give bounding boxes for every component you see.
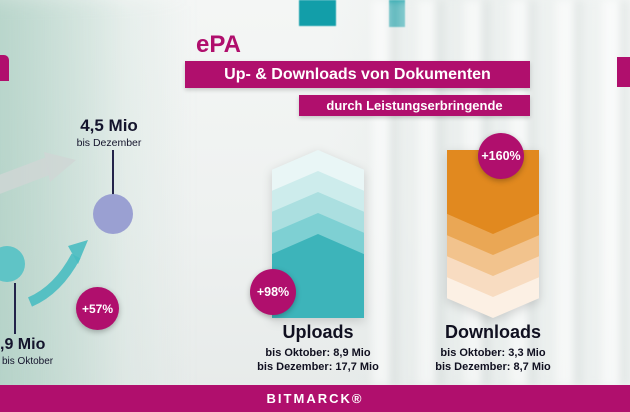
december-label: bis Dezember <box>76 137 142 149</box>
cutoff-text-fragment-left <box>0 55 9 81</box>
downloads-title: Downloads <box>444 322 541 342</box>
subtitle-text: durch Leistungserbringende <box>326 98 503 113</box>
cutoff-banner-fragment-right <box>617 57 630 87</box>
epa-kicker: ePA <box>196 31 241 58</box>
october-value: ,9 Mio <box>0 336 46 353</box>
growth-badge-57: +57% <box>76 287 119 330</box>
title-text: Up- & Downloads von Dokumenten <box>224 65 491 83</box>
subtitle-banner: durch Leistungserbringende <box>299 95 530 116</box>
december-value: 4,5 Mio <box>80 116 138 135</box>
background-teal-pillar <box>299 0 336 26</box>
bitmarck-logo: BITMARCK® <box>266 391 364 406</box>
background-teal-pillar <box>389 0 405 27</box>
uploads-october: bis Oktober: 8,9 Mio <box>265 347 371 359</box>
uploads-december: bis Dezember: 17,7 Mio <box>257 361 379 373</box>
uploads-stats: Uploads bis Oktober: 8,9 Mio bis Dezembe… <box>238 322 398 374</box>
footer-bar: BITMARCK® <box>0 385 630 412</box>
downloads-stats: Downloads bis Oktober: 3,3 Mio bis Dezem… <box>413 322 573 374</box>
downloads-december: bis Dezember: 8,7 Mio <box>435 361 551 373</box>
uploads-title: Uploads <box>282 322 354 342</box>
title-banner: Up- & Downloads von Dokumenten <box>185 61 530 88</box>
growth-badge-98: +98% <box>250 269 296 315</box>
october-label: bis Oktober <box>2 356 54 367</box>
downloads-october: bis Oktober: 3,3 Mio <box>440 347 546 359</box>
growth-badge-160: +160% <box>478 133 524 179</box>
